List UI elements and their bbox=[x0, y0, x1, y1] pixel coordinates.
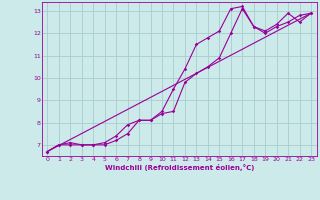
X-axis label: Windchill (Refroidissement éolien,°C): Windchill (Refroidissement éolien,°C) bbox=[105, 164, 254, 171]
